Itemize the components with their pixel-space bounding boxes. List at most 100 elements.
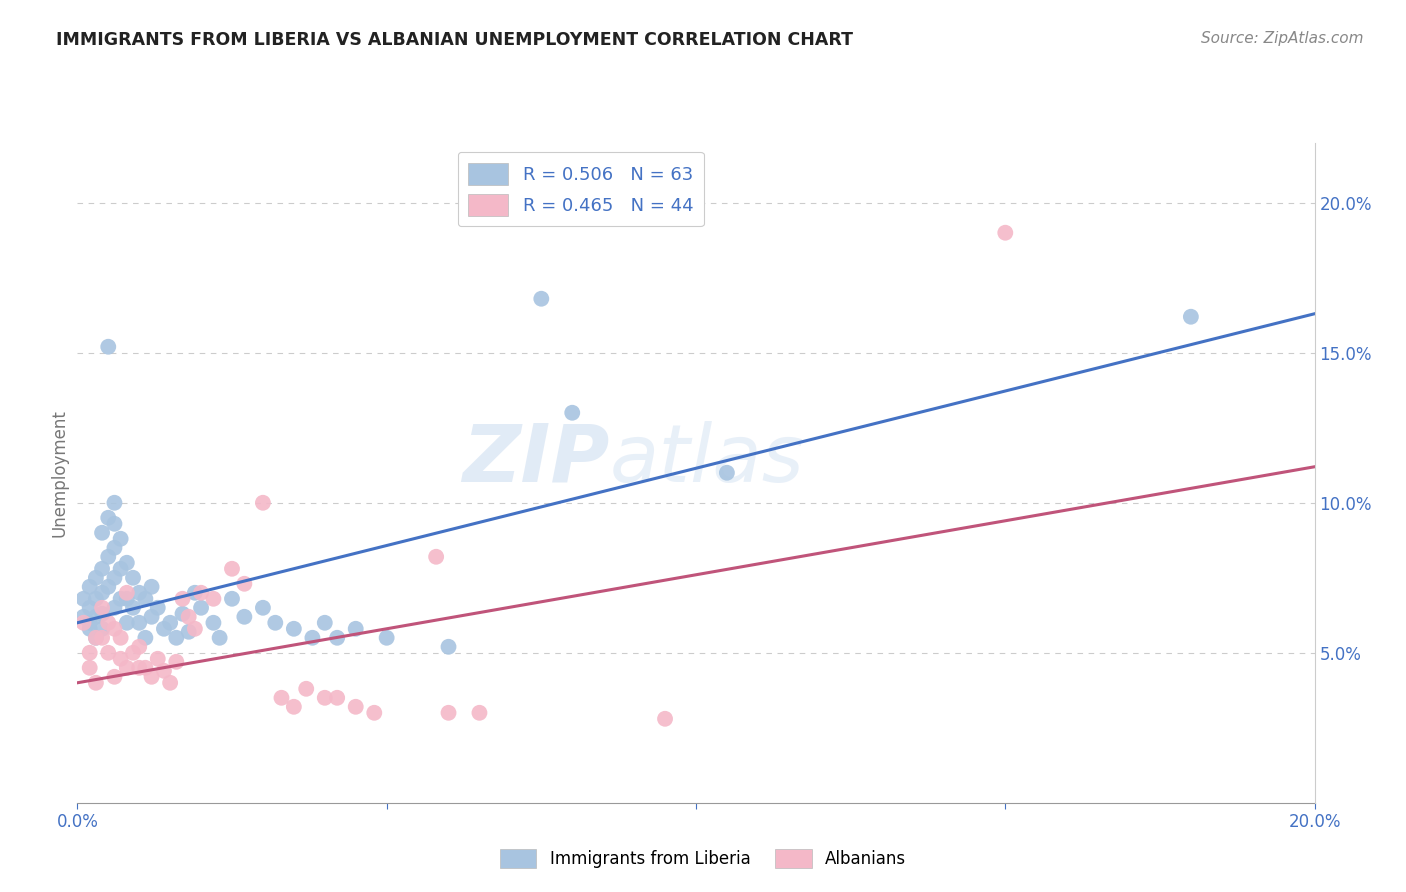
- Point: [134, 661, 156, 675]
- Point: [103, 541, 125, 555]
- Point: [79, 661, 101, 675]
- Point: [122, 646, 145, 660]
- Point: [79, 615, 101, 630]
- Point: [97, 646, 120, 660]
- Point: [425, 549, 447, 564]
- Point: [115, 615, 138, 630]
- Point: [103, 571, 125, 585]
- Point: [110, 631, 132, 645]
- Point: [91, 607, 114, 621]
- Point: [91, 525, 114, 540]
- Point: [79, 600, 101, 615]
- Point: [103, 516, 125, 531]
- Point: [84, 591, 107, 606]
- Point: [115, 586, 138, 600]
- Point: [72, 591, 94, 606]
- Point: [91, 631, 114, 645]
- Point: [344, 699, 367, 714]
- Point: [716, 466, 738, 480]
- Point: [134, 631, 156, 645]
- Text: atlas: atlas: [609, 420, 804, 499]
- Point: [326, 631, 349, 645]
- Point: [994, 226, 1017, 240]
- Point: [153, 664, 176, 678]
- Text: Source: ZipAtlas.com: Source: ZipAtlas.com: [1201, 31, 1364, 46]
- Point: [122, 571, 145, 585]
- Point: [264, 615, 287, 630]
- Legend: Immigrants from Liberia, Albanians: Immigrants from Liberia, Albanians: [494, 843, 912, 875]
- Point: [437, 640, 460, 654]
- Point: [79, 580, 101, 594]
- Point: [84, 571, 107, 585]
- Point: [84, 675, 107, 690]
- Point: [97, 549, 120, 564]
- Point: [314, 615, 336, 630]
- Point: [190, 600, 212, 615]
- Point: [91, 600, 114, 615]
- Point: [146, 652, 169, 666]
- Point: [91, 562, 114, 576]
- Point: [110, 562, 132, 576]
- Point: [146, 600, 169, 615]
- Point: [122, 600, 145, 615]
- Point: [72, 609, 94, 624]
- Text: IMMIGRANTS FROM LIBERIA VS ALBANIAN UNEMPLOYMENT CORRELATION CHART: IMMIGRANTS FROM LIBERIA VS ALBANIAN UNEM…: [56, 31, 853, 49]
- Point: [283, 699, 305, 714]
- Point: [233, 576, 256, 591]
- Point: [314, 690, 336, 705]
- Point: [110, 652, 132, 666]
- Point: [654, 712, 676, 726]
- Point: [141, 580, 163, 594]
- Point: [79, 622, 101, 636]
- Point: [165, 631, 187, 645]
- Point: [115, 591, 138, 606]
- Point: [221, 591, 243, 606]
- Point: [190, 586, 212, 600]
- Point: [159, 675, 181, 690]
- Point: [103, 670, 125, 684]
- Point: [184, 622, 207, 636]
- Point: [84, 631, 107, 645]
- Point: [97, 580, 120, 594]
- Point: [172, 607, 194, 621]
- Legend: R = 0.506   N = 63, R = 0.465   N = 44: R = 0.506 N = 63, R = 0.465 N = 44: [457, 152, 704, 227]
- Point: [103, 496, 125, 510]
- Point: [128, 615, 150, 630]
- Point: [84, 609, 107, 624]
- Point: [363, 706, 385, 720]
- Point: [72, 615, 94, 630]
- Point: [208, 631, 231, 645]
- Point: [97, 340, 120, 354]
- Point: [375, 631, 398, 645]
- Point: [103, 622, 125, 636]
- Point: [128, 640, 150, 654]
- Point: [295, 681, 318, 696]
- Text: ZIP: ZIP: [463, 420, 609, 499]
- Point: [97, 615, 120, 630]
- Point: [177, 609, 200, 624]
- Point: [270, 690, 292, 705]
- Point: [153, 622, 176, 636]
- Point: [283, 622, 305, 636]
- Point: [97, 510, 120, 524]
- Point: [344, 622, 367, 636]
- Point: [468, 706, 491, 720]
- Point: [84, 631, 107, 645]
- Point: [301, 631, 323, 645]
- Point: [202, 615, 225, 630]
- Point: [326, 690, 349, 705]
- Point: [91, 622, 114, 636]
- Point: [91, 586, 114, 600]
- Point: [128, 661, 150, 675]
- Point: [115, 556, 138, 570]
- Point: [165, 655, 187, 669]
- Point: [1180, 310, 1202, 324]
- Point: [172, 591, 194, 606]
- Point: [233, 609, 256, 624]
- Point: [184, 586, 207, 600]
- Point: [141, 670, 163, 684]
- Y-axis label: Unemployment: Unemployment: [51, 409, 69, 537]
- Point: [134, 591, 156, 606]
- Point: [128, 586, 150, 600]
- Point: [115, 661, 138, 675]
